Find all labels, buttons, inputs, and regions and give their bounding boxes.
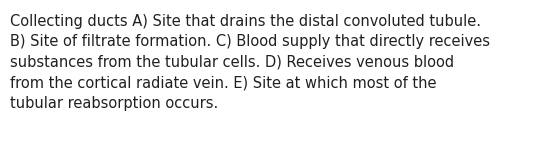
Text: Collecting ducts A) Site that drains the distal convoluted tubule.
B) Site of fi: Collecting ducts A) Site that drains the… — [10, 14, 490, 111]
